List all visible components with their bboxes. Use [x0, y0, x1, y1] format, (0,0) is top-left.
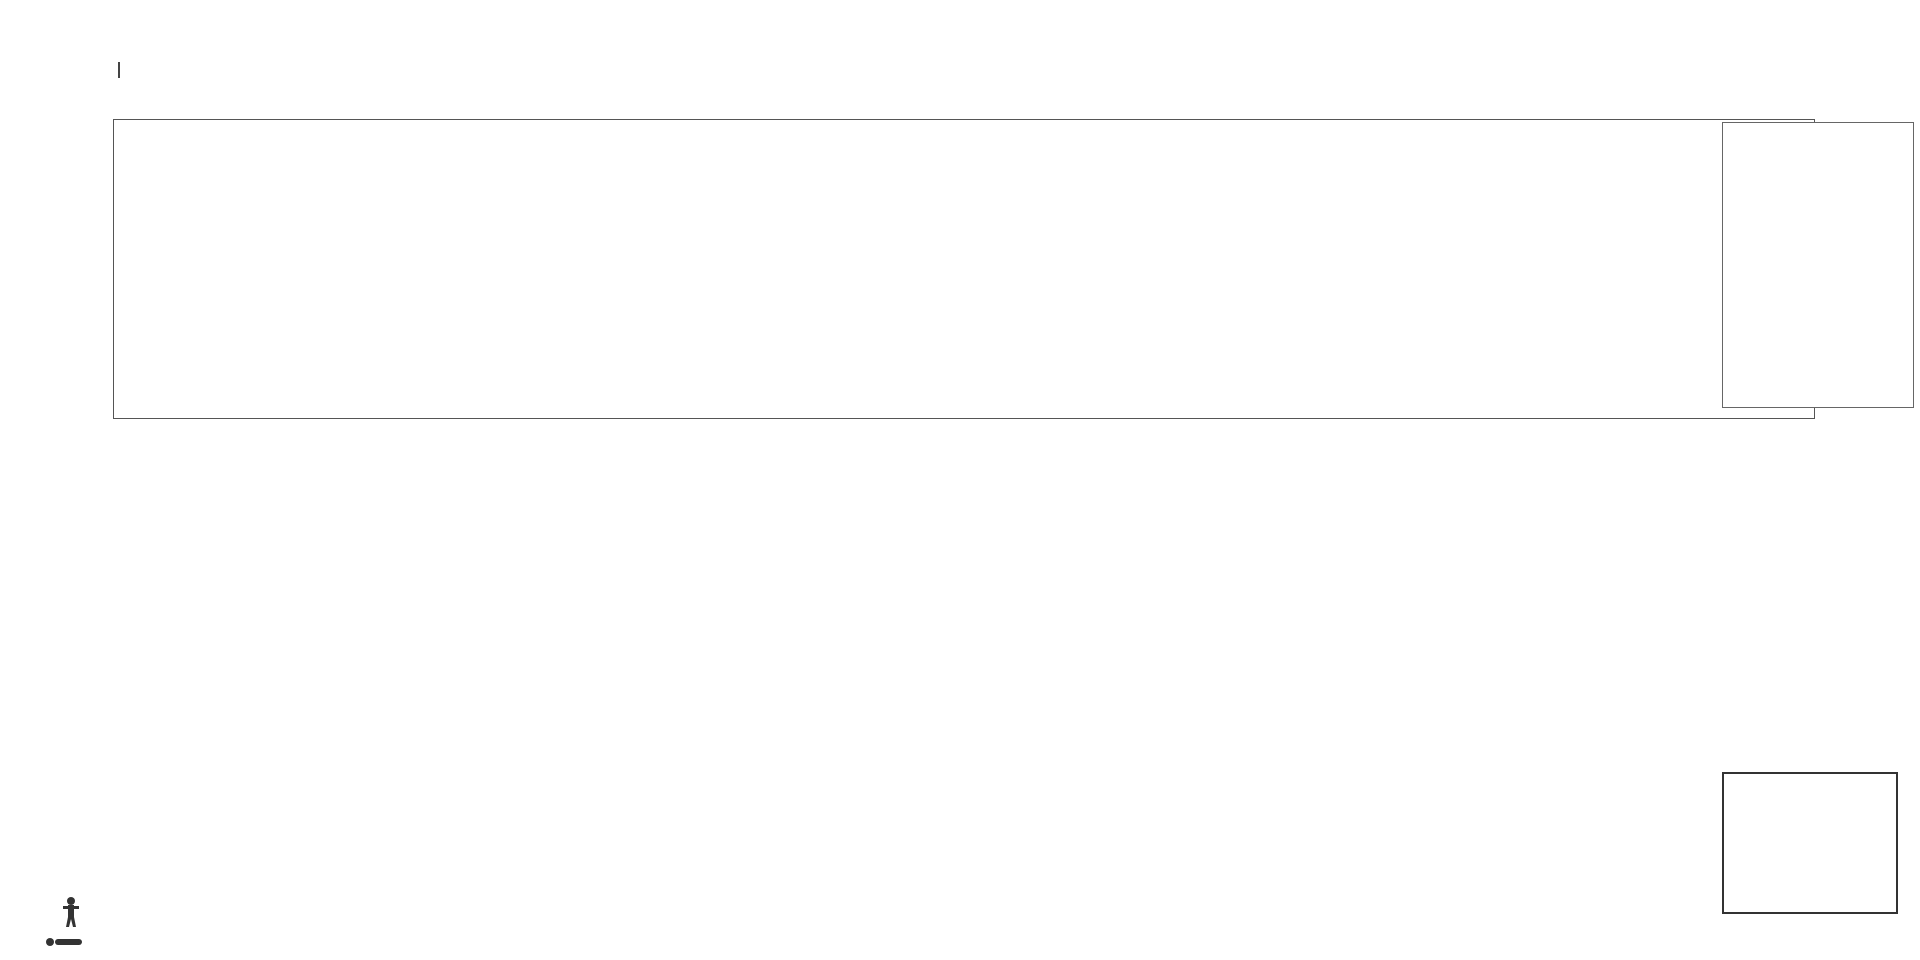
- spectrogram-plot[interactable]: [113, 119, 1815, 419]
- spectrogram-y-tick-marks: [105, 119, 113, 418]
- activity-plot[interactable]: [113, 779, 1813, 889]
- pulse-y-tick-labels: [56, 632, 104, 742]
- power-lfhf-plot[interactable]: [113, 488, 1813, 610]
- timeline-bar[interactable]: [113, 0, 1916, 14]
- marker-tick: [118, 62, 120, 78]
- lying-person-icon: [46, 938, 82, 946]
- activity-y-tick-labels: [64, 779, 104, 889]
- body-position-ring-hole: [1781, 837, 1843, 863]
- position-strip-upright: [113, 902, 1813, 926]
- pulse-respiration-plot[interactable]: [113, 632, 1813, 742]
- standing-person-icon: [63, 897, 79, 927]
- spectrogram-x-tick-marks: [113, 420, 1815, 428]
- spectrogram-x-tick-labels: [113, 429, 1815, 453]
- respiration-y-tick-labels: [1820, 632, 1860, 742]
- position-strip-lying: [113, 931, 1813, 953]
- body-position-legend: [1722, 772, 1898, 914]
- psd-legend: [1722, 122, 1914, 408]
- spectrogram-y-tick-labels: [34, 119, 102, 417]
